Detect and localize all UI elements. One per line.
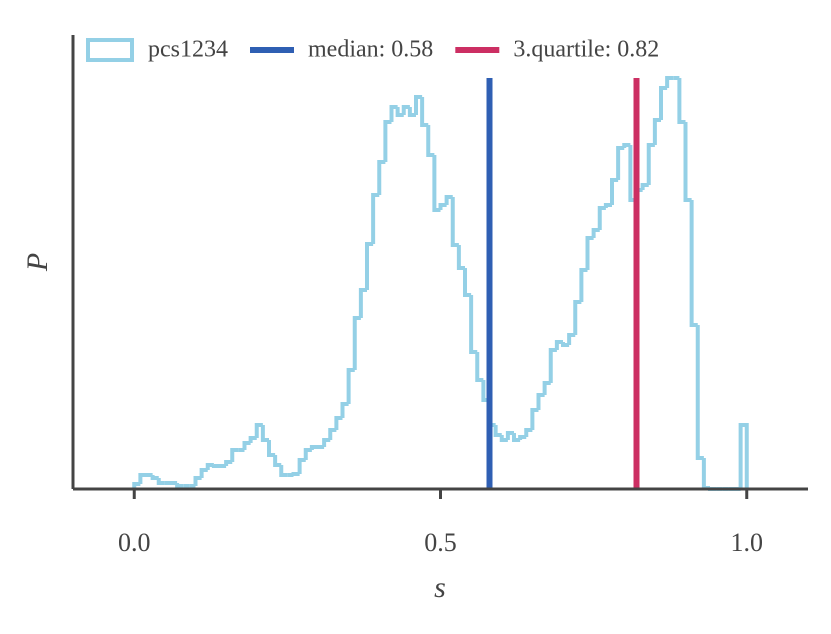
histogram-bin <box>505 431 514 440</box>
histogram-bin <box>518 435 527 440</box>
histogram-bin <box>334 416 343 430</box>
histogram-bin <box>456 245 465 270</box>
histogram-bin <box>193 476 202 486</box>
histogram-bin <box>205 463 214 470</box>
histogram-bin <box>438 203 447 210</box>
histogram-bin <box>463 268 472 297</box>
histogram-bin <box>242 441 251 450</box>
x-tick-label: 0.0 <box>118 528 151 557</box>
x-tick-label: 1.0 <box>731 528 764 557</box>
histogram-bin <box>224 460 233 466</box>
histogram-bin <box>365 242 374 290</box>
histogram-bin <box>407 107 416 117</box>
histogram-bin <box>567 333 576 345</box>
histogram-bin <box>352 316 361 370</box>
histogram-bin <box>432 155 441 212</box>
histogram-bin <box>652 118 661 145</box>
histogram-bin <box>579 268 588 302</box>
histogram-bin <box>309 445 318 450</box>
histogram-bin <box>371 193 380 244</box>
histogram-bin <box>542 381 551 395</box>
histogram-bin <box>414 95 423 115</box>
legend-label: 3.quartile: 0.82 <box>513 37 659 63</box>
histogram-bin <box>689 200 698 327</box>
histogram-bin <box>469 295 478 354</box>
histogram-bin <box>254 423 263 438</box>
histogram-bin <box>561 342 570 347</box>
histogram-bin <box>475 352 484 382</box>
histogram-bin <box>610 178 619 205</box>
histogram-bin <box>175 483 184 488</box>
histogram-bin <box>426 125 435 157</box>
histogram-bin <box>420 97 429 127</box>
histogram-bin <box>512 433 521 442</box>
histogram-bin <box>230 448 239 462</box>
histogram-bin <box>677 78 686 124</box>
histogram-bin <box>273 455 282 467</box>
histogram-bin <box>260 425 269 442</box>
histogram-bin <box>701 458 710 490</box>
histogram-bin <box>322 438 331 447</box>
histogram-bin <box>738 423 749 489</box>
legend-label: pcs1234 <box>148 37 228 63</box>
histogram-bin <box>328 428 337 440</box>
histogram-bin <box>444 195 453 205</box>
histogram-bin <box>279 465 288 477</box>
histogram-bin <box>340 402 349 418</box>
histogram-bin <box>597 206 606 230</box>
histogram-bin <box>401 105 410 115</box>
histogram-bin <box>646 143 655 185</box>
histogram-bin <box>291 472 300 476</box>
histogram-bin <box>499 435 508 442</box>
legend-label: median: 0.58 <box>308 37 433 63</box>
histogram-bin <box>377 160 386 195</box>
histogram-bin <box>591 228 600 238</box>
histogram-bin <box>248 436 257 443</box>
histogram-bin <box>616 146 625 180</box>
histogram-bin <box>622 143 631 148</box>
histogram-bin <box>389 105 398 122</box>
legend-swatch <box>86 38 134 62</box>
histogram-bin <box>665 76 674 88</box>
histogram-bin <box>683 122 692 202</box>
histogram-bin <box>211 464 220 468</box>
histogram-bin <box>199 468 208 478</box>
histogram-bin <box>536 393 545 410</box>
histogram-bin <box>524 428 533 437</box>
histogram-bin <box>132 482 141 489</box>
histogram-bin <box>267 440 276 457</box>
histogram-bin <box>585 236 594 270</box>
histogram-bin <box>548 348 557 383</box>
histogram-bin <box>395 107 404 117</box>
histogram-bin <box>156 478 165 485</box>
histogram-bin <box>383 120 392 162</box>
histogram-bin <box>659 86 668 120</box>
histogram-bin <box>297 458 306 474</box>
histogram-bin <box>150 475 159 480</box>
histogram-bin <box>573 300 582 335</box>
histogram-bin <box>303 448 312 460</box>
histogram-bin <box>554 340 563 350</box>
histogram-bin <box>493 425 502 437</box>
y-axis-label: P <box>21 253 54 272</box>
x-tick-label: 0.5 <box>424 528 457 557</box>
histogram-bin <box>530 408 539 430</box>
histogram-bin <box>346 368 355 404</box>
histogram-bin <box>640 183 649 190</box>
histogram-bin <box>138 473 147 484</box>
histogram-bin <box>450 197 459 247</box>
x-axis-label: s <box>434 571 446 604</box>
histogram-bin <box>603 203 612 208</box>
histogram-bin <box>358 288 367 318</box>
histogram-bin <box>695 325 704 460</box>
